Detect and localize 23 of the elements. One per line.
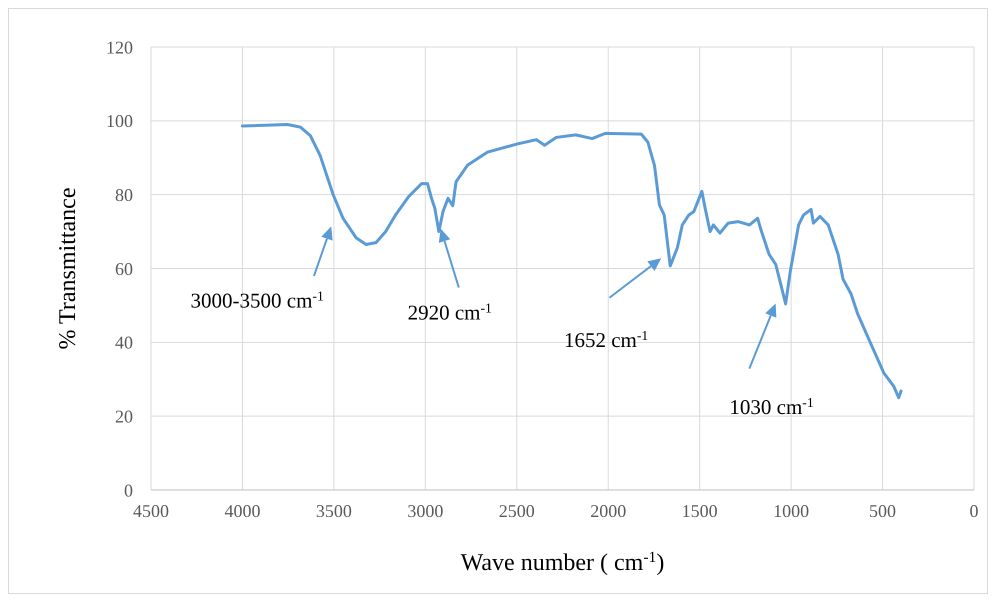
annotation: 2920 cm$^{-1}$ xyxy=(408,300,492,324)
x-tick-label: 0 xyxy=(970,500,978,521)
x-tick-label: 1500 xyxy=(682,500,718,521)
x-tick-label: 4000 xyxy=(224,500,260,521)
y-tick-label: 0 xyxy=(124,480,133,500)
x-tick-label: 1000 xyxy=(773,500,810,521)
y-axis-title: % Transmittance xyxy=(55,188,81,350)
y-tick-label: 40 xyxy=(115,332,133,353)
x-tick-label: 2500 xyxy=(498,500,535,521)
y-tick-label: 120 xyxy=(106,37,133,58)
y-tick-label: 100 xyxy=(106,111,133,132)
annotation: 3000-3500 cm$^{-1}$ xyxy=(190,288,324,312)
annotation: 1030 cm$^{-1}$ xyxy=(729,394,814,420)
x-tick-label: 3500 xyxy=(316,500,352,521)
x-tick-label: 4500 xyxy=(133,500,169,521)
x-tick-label: 2000 xyxy=(590,500,626,521)
y-tick-label: 20 xyxy=(115,406,133,427)
x-tick-label: 3000 xyxy=(407,500,444,521)
y-tick-label: 60 xyxy=(115,258,133,279)
x-tick-label: 500 xyxy=(869,500,896,521)
x-axis-title: Wave number ( cm$^{-1}$) xyxy=(460,548,664,576)
y-tick-label: 80 xyxy=(115,185,133,206)
annotation: 1652 cm$^{-1}$ xyxy=(564,327,648,352)
